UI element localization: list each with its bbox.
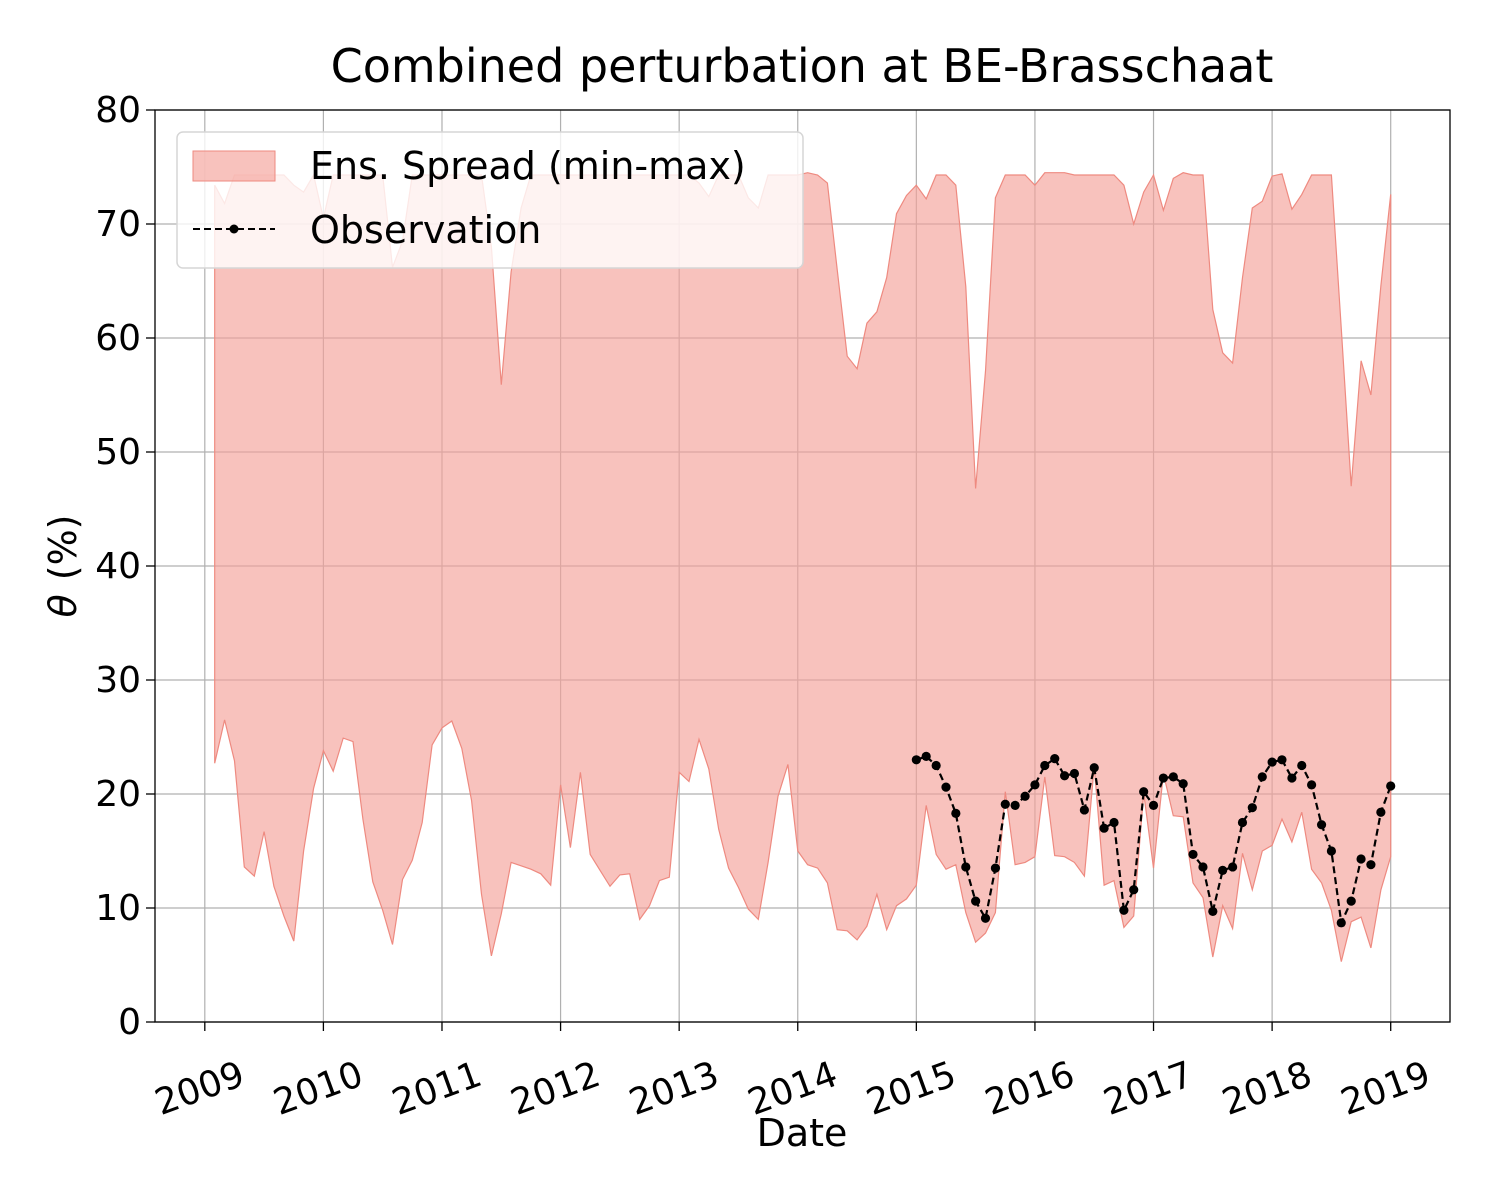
ensemble-spread-area [214, 172, 1392, 962]
legend: Ens. Spread (min-max) Observation [176, 131, 804, 269]
y-tick-label: 20 [95, 774, 141, 815]
y-axis-label-unit: (%) [41, 514, 85, 580]
chart-title: Combined perturbation at BE-Brasschaat [331, 39, 1274, 93]
x-tick-label: 2016 [980, 1054, 1080, 1124]
observation-point [1050, 754, 1060, 764]
observation-point [1316, 820, 1327, 830]
observation-point [1257, 772, 1267, 782]
x-axis-label: Date [757, 1111, 848, 1155]
x-tick-label: 2017 [1098, 1054, 1198, 1124]
observation-point [1287, 773, 1297, 783]
ensemble-spread-band [214, 172, 1392, 962]
y-tick-label: 40 [95, 546, 141, 587]
y-tick-label: 30 [95, 660, 141, 701]
observation-point [941, 782, 951, 792]
observation-point [1376, 807, 1386, 817]
x-axis: 2009 2010 2011 2012 2013 2014 2015 2016 2017 2018… [150, 1022, 1436, 1124]
observation-point [1030, 780, 1040, 790]
x-tick-label: 2013 [624, 1054, 724, 1124]
y-axis: 0 10 20 30 40 50 60 70 80 [95, 90, 155, 1043]
observation-point [1247, 803, 1257, 813]
observation-point [1267, 757, 1277, 767]
observation-point [1336, 918, 1346, 928]
observation-point [1158, 773, 1168, 783]
observation-point [1059, 771, 1070, 781]
y-tick-label: 70 [95, 204, 141, 245]
observation-point [921, 751, 931, 761]
x-tick-label: 2018 [1217, 1054, 1317, 1124]
x-tick-label: 2009 [150, 1054, 250, 1124]
observation-point [1346, 896, 1356, 906]
observation-series [911, 751, 1396, 928]
x-tick-label: 2015 [861, 1054, 961, 1124]
observation-point [1218, 865, 1228, 875]
legend-swatch-spread [192, 150, 276, 182]
observation-point [1356, 854, 1366, 864]
observation-point [1020, 791, 1030, 801]
legend-label-observation: Observation [310, 208, 541, 252]
observation-point [911, 755, 921, 765]
observation-point [1386, 781, 1396, 791]
observation-point [1000, 799, 1010, 809]
observation-point [1168, 772, 1178, 782]
y-axis-label-symbol: θ [41, 594, 85, 617]
observation-point [1297, 760, 1307, 771]
svg-text:θ(%): θ (%) [41, 514, 85, 617]
observation-point [1178, 779, 1188, 789]
observation-point [980, 913, 991, 923]
observation-point [1148, 800, 1159, 811]
observation-point [1366, 860, 1376, 870]
x-tick-label: 2010 [268, 1054, 368, 1124]
y-tick-label: 10 [95, 888, 141, 929]
x-tick-label: 2012 [506, 1054, 606, 1124]
observation-point [1010, 800, 1020, 811]
observation-point [1139, 787, 1149, 797]
observation-point [931, 760, 941, 771]
legend-label-spread: Ens. Spread (min-max) [310, 144, 746, 188]
observation-point [1188, 849, 1198, 860]
legend-box [176, 131, 804, 269]
observation-point [1119, 905, 1129, 915]
observation-point [1069, 768, 1080, 779]
y-axis-label: θ (%) [41, 514, 85, 617]
x-tick-label: 2011 [387, 1054, 487, 1124]
observation-point [1326, 846, 1337, 856]
observation-point [1109, 817, 1119, 828]
observation-point [951, 808, 961, 818]
observation-point [1040, 760, 1050, 771]
observation-point [1237, 817, 1248, 828]
x-tick-label: 2019 [1336, 1054, 1436, 1124]
y-tick-label: 60 [95, 318, 141, 359]
y-tick-label: 50 [95, 432, 141, 473]
y-tick-label: 0 [118, 1002, 141, 1043]
observation-point [1198, 862, 1208, 872]
observation-point [961, 862, 971, 872]
y-tick-label: 80 [95, 90, 141, 131]
observation-point [1277, 755, 1287, 765]
observation-point [971, 896, 981, 906]
observation-point [1079, 805, 1089, 815]
observation-point [1129, 885, 1139, 895]
observation-point [1208, 906, 1218, 917]
observation-point [1228, 862, 1238, 872]
legend-swatch-observation-marker [229, 224, 239, 234]
observation-point [990, 863, 1001, 873]
observation-point [1307, 780, 1317, 790]
observation-point [1089, 763, 1099, 773]
observation-point [1099, 823, 1109, 833]
